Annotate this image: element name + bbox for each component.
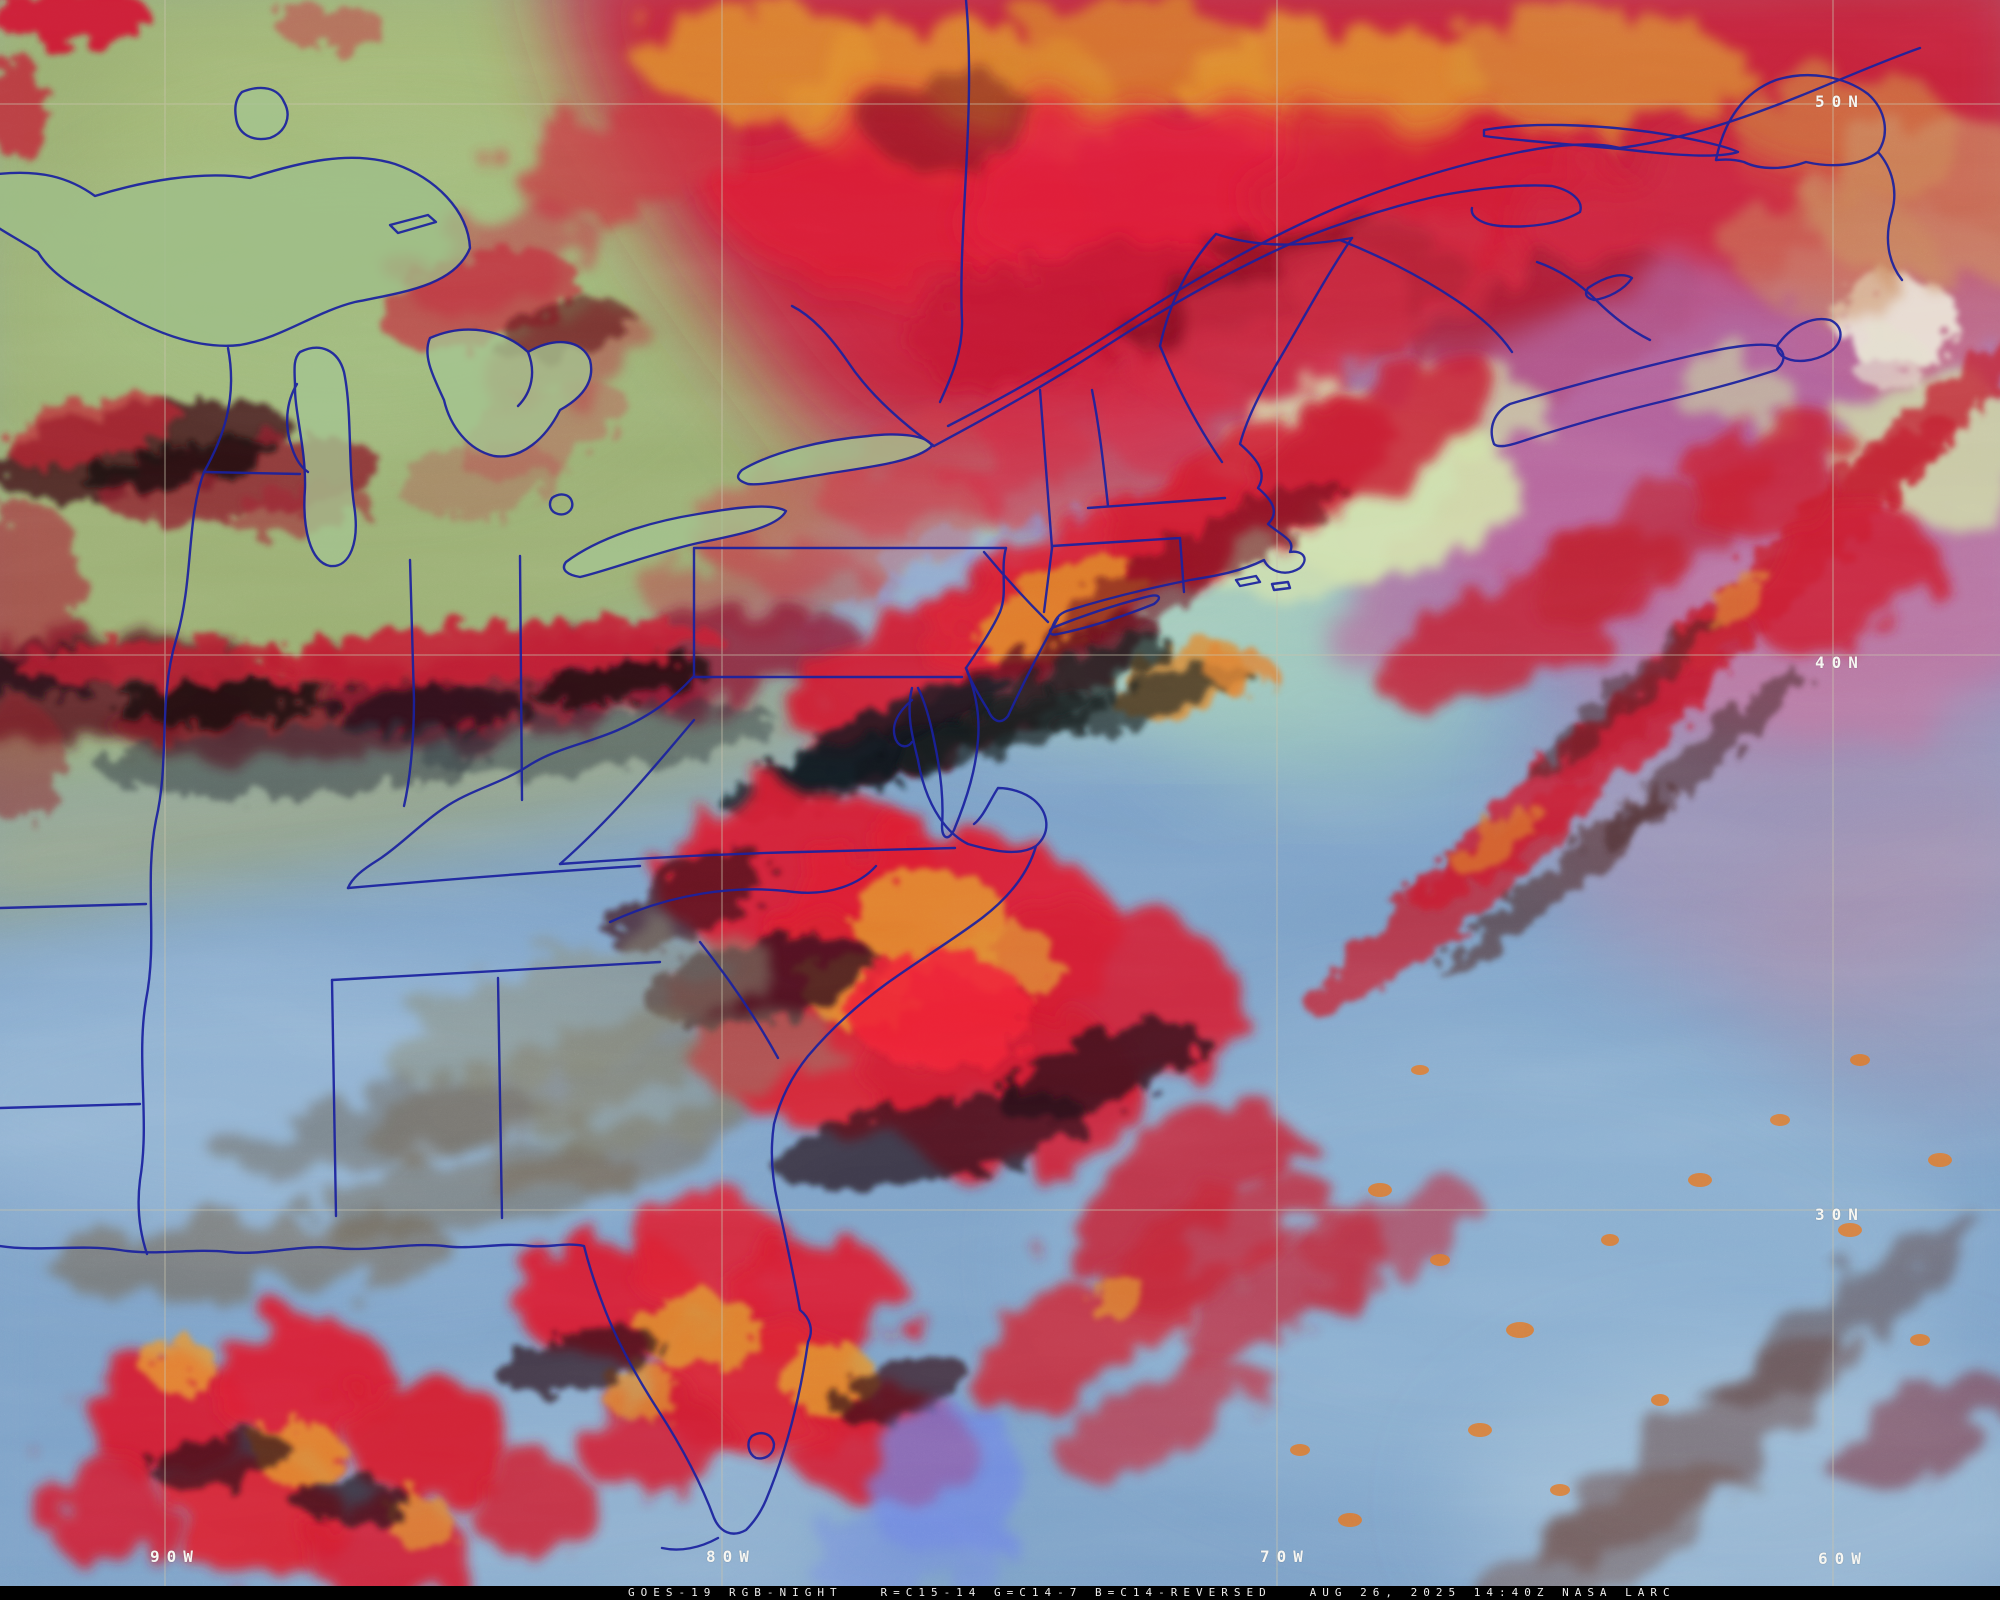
pennsylvania-borders [692, 546, 1008, 679]
georgian-bay-line [516, 350, 534, 408]
state-line-wi-il [202, 470, 302, 476]
newfoundland-inner [1714, 150, 1880, 170]
ny-nj-line [982, 550, 1050, 624]
state-line-tn-north [346, 864, 642, 890]
state-line-al-ga [496, 976, 504, 1220]
long-island [1048, 594, 1161, 636]
caption-text: GOES-19 RGB-NIGHT R=C15-14 G=C14-7 B=C14… [628, 1586, 1676, 1599]
delaware-river [964, 546, 1008, 670]
me-qc-border [1158, 232, 1218, 348]
lake-ontario [736, 433, 934, 486]
state-line-nc-sc [608, 864, 878, 924]
state-line-ny-newengland [1038, 388, 1054, 550]
nj-coast [964, 616, 1060, 723]
state-line-ma-north [1086, 496, 1227, 510]
lake-erie [562, 505, 788, 579]
state-line-mo-ar [0, 902, 148, 910]
lon-label-70w: 70W [1260, 1547, 1310, 1566]
lon-label-80w: 80W [706, 1547, 756, 1566]
lon-label-60w: 60W [1818, 1549, 1868, 1568]
state-line-il-in [402, 558, 416, 808]
potomac-river [892, 698, 914, 748]
isle-sliver [388, 213, 438, 235]
state-line-in-oh [518, 554, 524, 802]
florida-keys [660, 1536, 720, 1551]
lon-label-90w: 90W [150, 1547, 200, 1566]
state-line-ms-al [330, 978, 338, 1218]
cape-breton [1776, 317, 1842, 363]
lake-st-clair [548, 493, 574, 516]
bay-of-fundy [1338, 238, 1514, 354]
state-line-ga-sc [698, 940, 780, 1060]
islands-ma [1234, 574, 1292, 592]
st-lawrence-north [946, 46, 1922, 428]
on-qc-border [938, 0, 971, 404]
state-line-va-nc [558, 846, 957, 866]
state-line-ma-south [1050, 536, 1186, 594]
state-line-tn-south [330, 960, 662, 982]
state-line-vt-nh [1090, 388, 1110, 508]
nb-coast [1535, 260, 1652, 342]
lake-okeechobee [747, 1432, 776, 1460]
state-line-ky-va [558, 718, 696, 866]
chesapeake-bay [908, 686, 946, 826]
caption-bar: GOES-19 RGB-NIGHT R=C15-14 G=C14-7 B=C14… [0, 1586, 2000, 1600]
st-lawrence-south [932, 184, 1582, 448]
anticosti-island [1482, 123, 1740, 157]
ohio-river [346, 674, 696, 890]
lake-nipigon [234, 86, 289, 141]
new-england-coast [1050, 236, 1354, 630]
lat-label-40n: 40N [1815, 653, 1865, 672]
lake-superior [0, 156, 472, 347]
state-line-ar-la [0, 1102, 142, 1110]
lake-huron [426, 328, 593, 458]
map-borders [0, 0, 1922, 1551]
lat-label-30n: 30N [1815, 1205, 1865, 1224]
newfoundland-coast [1714, 74, 1904, 282]
prince-edward-island [1584, 274, 1634, 302]
delmarva [916, 666, 980, 839]
state-line-ct-west [1042, 546, 1054, 614]
atlantic-coast-south [0, 786, 1048, 1535]
green-bay [285, 382, 310, 474]
lat-label-50n: 50N [1815, 92, 1865, 111]
ottawa-river [790, 304, 936, 448]
state-line-nh-me [1158, 344, 1224, 464]
lake-michigan [293, 346, 357, 568]
